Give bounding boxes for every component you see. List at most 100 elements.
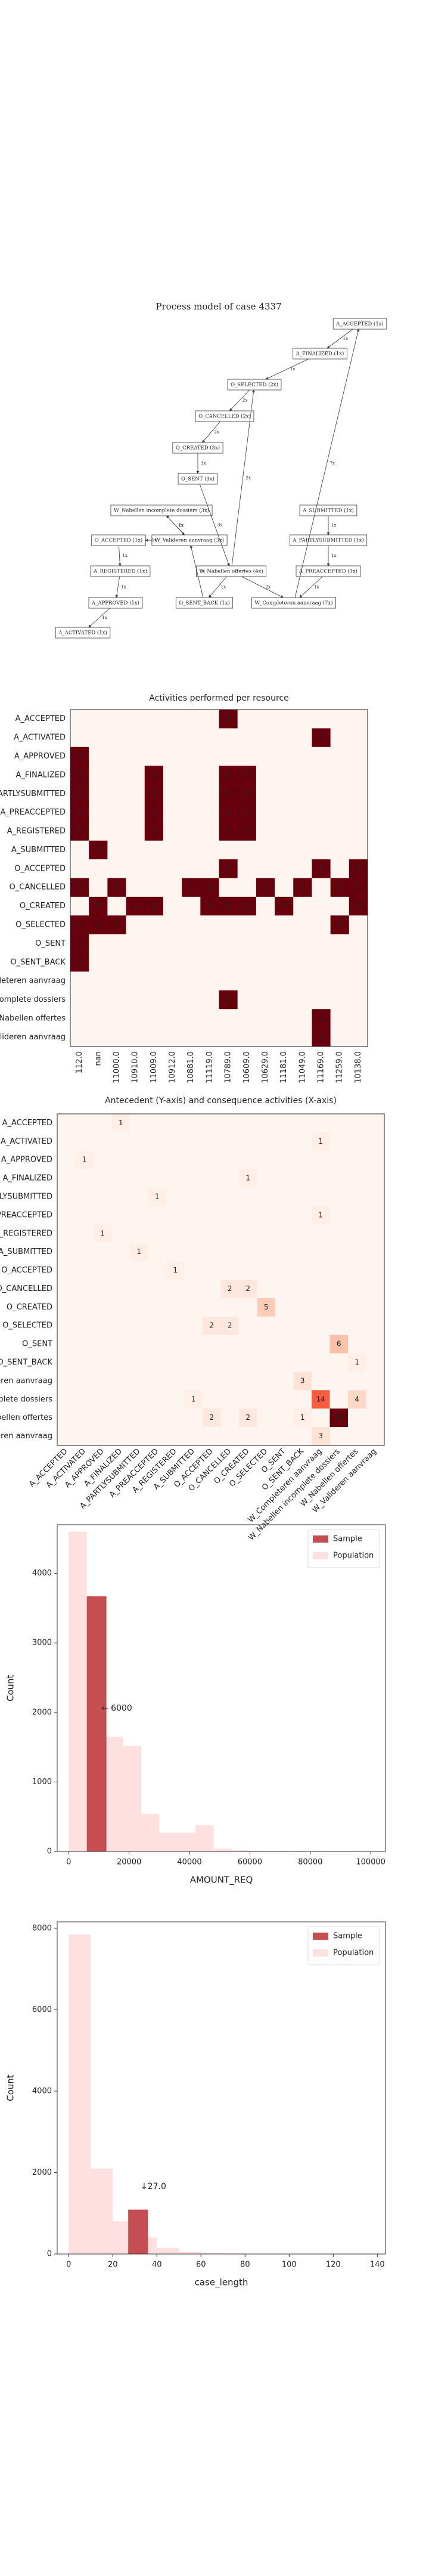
node-label: W_Completeren aanvraag (7x) [254, 600, 332, 606]
cell-label: 4 [355, 1395, 359, 1403]
cell-label: 1 [96, 846, 101, 854]
heatmap-cell [219, 766, 238, 785]
heatmap-cell [111, 1150, 130, 1169]
legend-swatch [313, 1535, 328, 1543]
heatmap-cell [144, 822, 164, 841]
y-tick-label: A_PREACCEPTED [0, 1210, 52, 1219]
heatmap-cell [220, 1353, 240, 1372]
heatmap-cell [366, 1224, 385, 1243]
heatmap-cell [220, 1427, 240, 1446]
heatmap-cell [166, 1261, 185, 1280]
heatmap-cell [257, 1408, 276, 1428]
heatmap-cell [57, 1408, 76, 1428]
heatmap-cell [329, 1353, 349, 1372]
heatmap-cell [166, 1316, 185, 1335]
heatmap-cell [329, 1150, 349, 1169]
y-tick-label: W_Nabellen incomplete dossiers [0, 995, 66, 1004]
y-tick-label: A_APPROVED [14, 752, 66, 761]
y-tick-label: A_FINALIZED [15, 770, 66, 779]
cell-label: 1 [189, 883, 194, 892]
heatmap-cell [148, 1114, 167, 1133]
heatmap-cell [200, 766, 219, 785]
heatmap-cell [312, 896, 331, 916]
histogram-bar [268, 1850, 287, 1852]
heatmap-cell [75, 1187, 94, 1206]
heatmap-cell [163, 840, 182, 860]
edge [265, 358, 309, 380]
y-tick-label: A_ACCEPTED [2, 1119, 52, 1128]
heatmap-cell [70, 1027, 89, 1047]
heatmap-cell [219, 915, 238, 934]
heatmap-cell [94, 1408, 112, 1428]
histogram-bar [231, 1850, 250, 1852]
y-tick-label: W_Valideren aanvraag [0, 1033, 66, 1042]
edge-label: 1x [152, 538, 157, 543]
cell-label: 1 [319, 864, 324, 873]
plot-frame [57, 1524, 386, 1852]
heatmap-cell [257, 1206, 276, 1225]
heatmap-cell [312, 1390, 330, 1409]
heatmap-cell [329, 1261, 349, 1280]
heatmap-cell [200, 934, 219, 953]
heatmap-cell [220, 1132, 240, 1151]
heatmap-cell [330, 953, 350, 972]
heatmap-cell [275, 1169, 294, 1188]
heatmap-cell [348, 1243, 366, 1262]
heatmap-cell [130, 1224, 148, 1243]
heatmap-cell [329, 1114, 349, 1133]
heatmap-cell [275, 747, 294, 766]
node-box [332, 318, 387, 330]
heatmap-cell [70, 1009, 89, 1028]
heatmap-cell [348, 1280, 366, 1299]
cell-label: 14 [316, 1395, 325, 1403]
edge-label: 7x [330, 461, 335, 466]
heatmap-cell [256, 1009, 275, 1028]
heatmap-cell [200, 822, 219, 841]
edge [229, 389, 250, 411]
edge-label: 1x [314, 585, 319, 590]
heatmap-cell [184, 1427, 203, 1446]
cell-label: 1 [319, 1033, 324, 1042]
heatmap-cell [130, 1371, 148, 1391]
node-label: O_CANCELLED (2x) [198, 413, 251, 420]
cell-label: 1 [244, 808, 249, 817]
cell-label: 1 [226, 714, 231, 723]
heatmap-cell [57, 1353, 76, 1372]
heatmap-cell [70, 803, 89, 822]
heatmap-cell [70, 822, 89, 841]
heatmap-cell [148, 1243, 167, 1262]
edge [88, 608, 110, 628]
heatmap-cell [57, 1224, 76, 1243]
x-tick-label: 0 [66, 2261, 71, 2270]
x-tick-label: nan [94, 1051, 102, 1066]
heatmap-cell [94, 1298, 112, 1317]
heatmap-cell [163, 859, 182, 878]
cell-label: 3 [300, 1376, 305, 1385]
heatmap-cell [200, 1009, 219, 1028]
heatmap-cell [293, 803, 312, 822]
y-tick-label: A_PARTLYSUBMITTED [0, 1193, 52, 1202]
heatmap-cell [75, 1280, 94, 1299]
heatmap-cell [293, 1353, 312, 1372]
heatmap-cell [257, 1316, 276, 1335]
heatmap-cell [312, 1224, 330, 1243]
heatmap-cell [366, 1187, 385, 1206]
heatmap-cell [312, 1169, 330, 1188]
heatmap-cell [293, 1298, 312, 1317]
heatmap-cell [312, 1114, 330, 1133]
heatmap-cell [130, 1390, 148, 1409]
cell-label: 3 [318, 1432, 323, 1440]
heatmap-cell [237, 710, 257, 729]
heatmap-cell [366, 1390, 385, 1409]
heatmap-cell [293, 1224, 312, 1243]
heatmap-cell [111, 1169, 130, 1188]
heatmap-cell [144, 840, 164, 860]
cell-label: 1 [151, 808, 156, 817]
heatmap-cell [163, 990, 182, 1010]
heatmap-cell [166, 1132, 185, 1151]
heatmap-cell [239, 1224, 257, 1243]
x-tick-label: 10881.0 [186, 1051, 195, 1083]
heatmap-cell [111, 1114, 130, 1133]
heatmap-cell [237, 1009, 257, 1028]
